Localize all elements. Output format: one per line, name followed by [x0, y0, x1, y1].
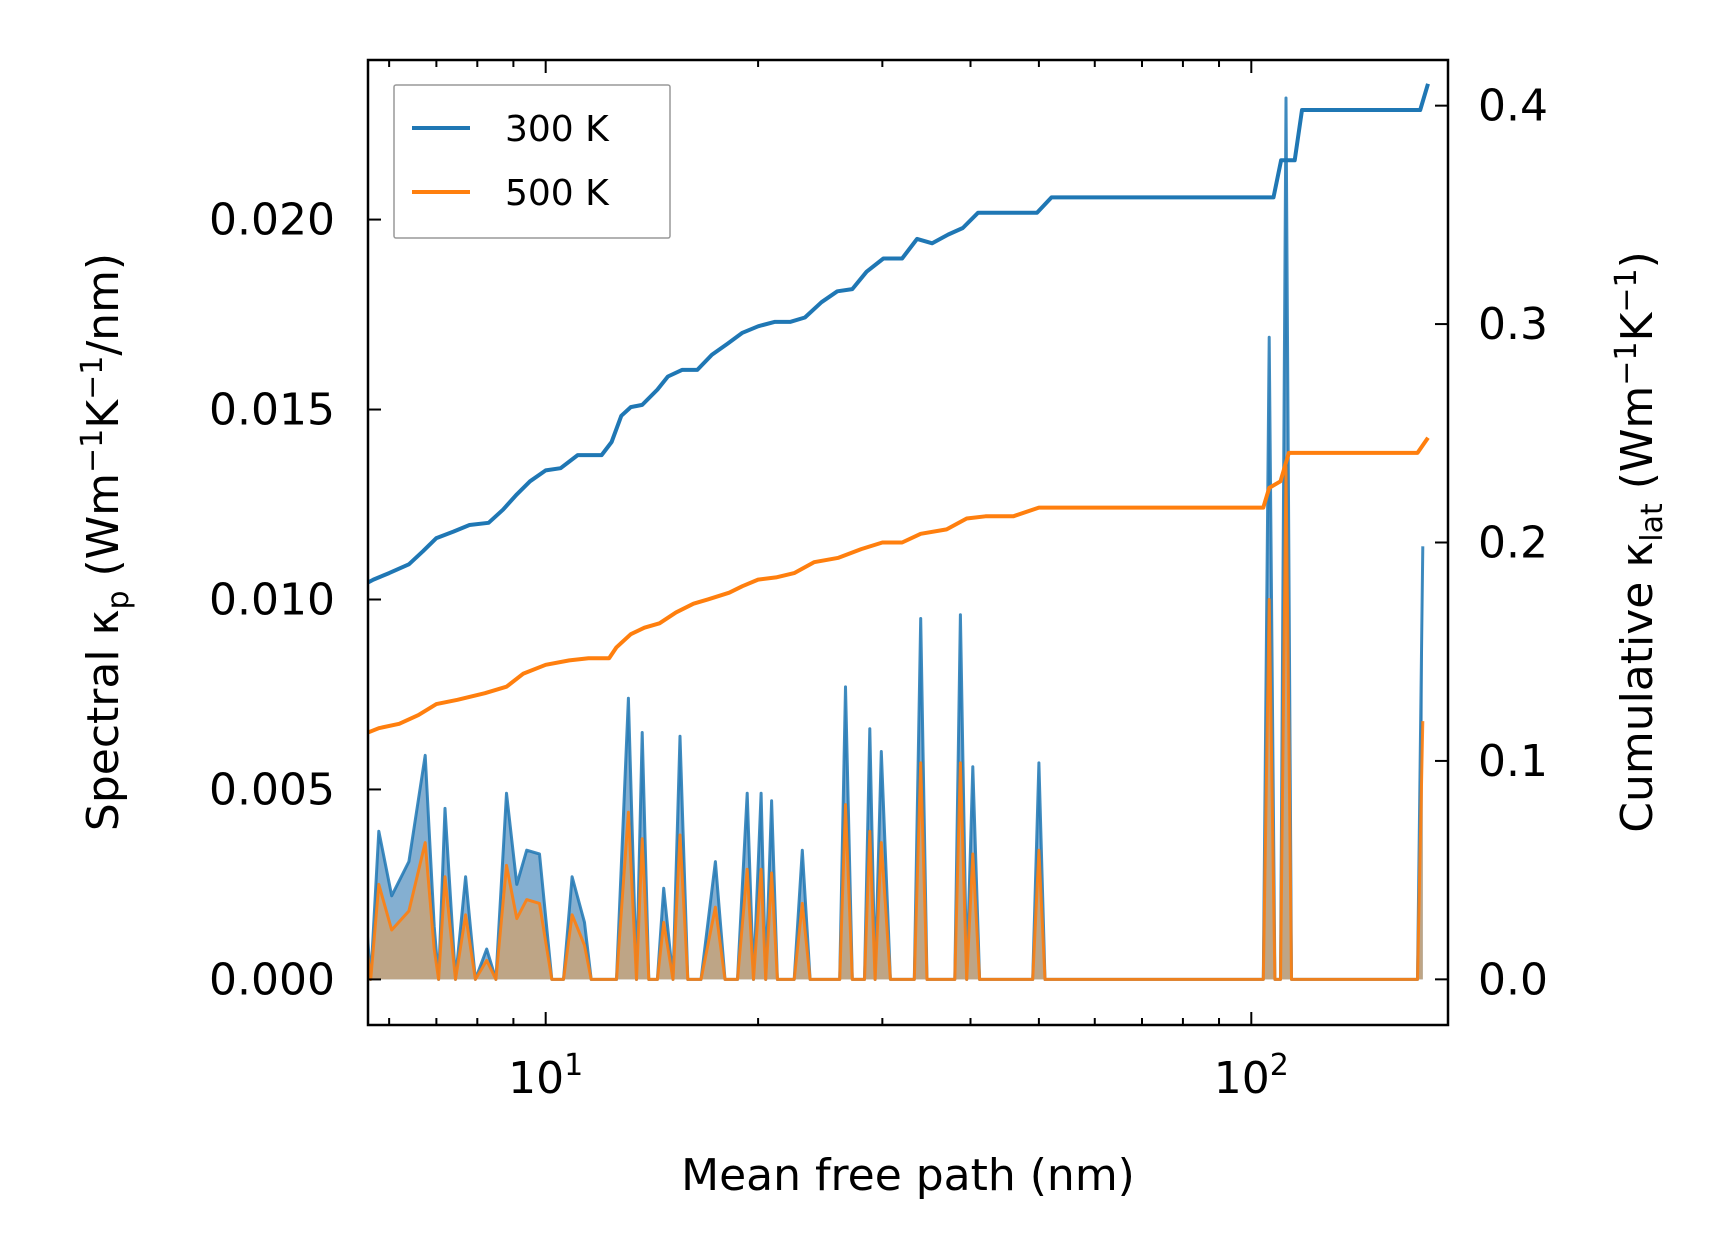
spectral-layer	[368, 96, 1425, 981]
legend-box	[393, 84, 671, 239]
legend-label-500k: 500 K	[505, 173, 610, 214]
y-left-tick-label: 0.005	[209, 764, 335, 815]
y-left-tick-label: 0.010	[209, 574, 335, 625]
x-tick-label: 101	[508, 1048, 583, 1104]
y-right-tick-label: 0.3	[1478, 299, 1548, 350]
y-right-tick-label: 0.0	[1478, 954, 1548, 1005]
cumulative-layer	[368, 83, 1430, 735]
x-axis-label: Mean free path (nm)	[681, 1150, 1135, 1201]
y-left-tick-label: 0.020	[209, 195, 335, 246]
y-left-tick-label: 0.000	[209, 954, 335, 1005]
spectral-line-500k	[368, 465, 1425, 981]
y-right-tick-label: 0.2	[1478, 518, 1548, 569]
y-left-tick-label: 0.015	[209, 385, 335, 436]
y-left-axis-label: Spectral κp (Wm−1K−1/nm)	[75, 253, 136, 831]
cumulative-line-300k	[368, 83, 1430, 585]
y-right-tick-label: 0.4	[1478, 81, 1548, 132]
y-right-axis-label: Cumulative κlat (Wm−1K−1)	[1609, 251, 1670, 833]
legend: 300 K 500 K	[393, 84, 671, 239]
legend-label-300k: 300 K	[505, 109, 610, 150]
cumulative-line-500k	[368, 436, 1430, 735]
ticks-layer: 101 102 0.000 0.005 0.010 0.015 0.020 0.0 0.1 0.2…	[209, 60, 1548, 1104]
x-tick-label: 102	[1214, 1048, 1289, 1104]
y-right-tick-label: 0.1	[1478, 736, 1548, 787]
